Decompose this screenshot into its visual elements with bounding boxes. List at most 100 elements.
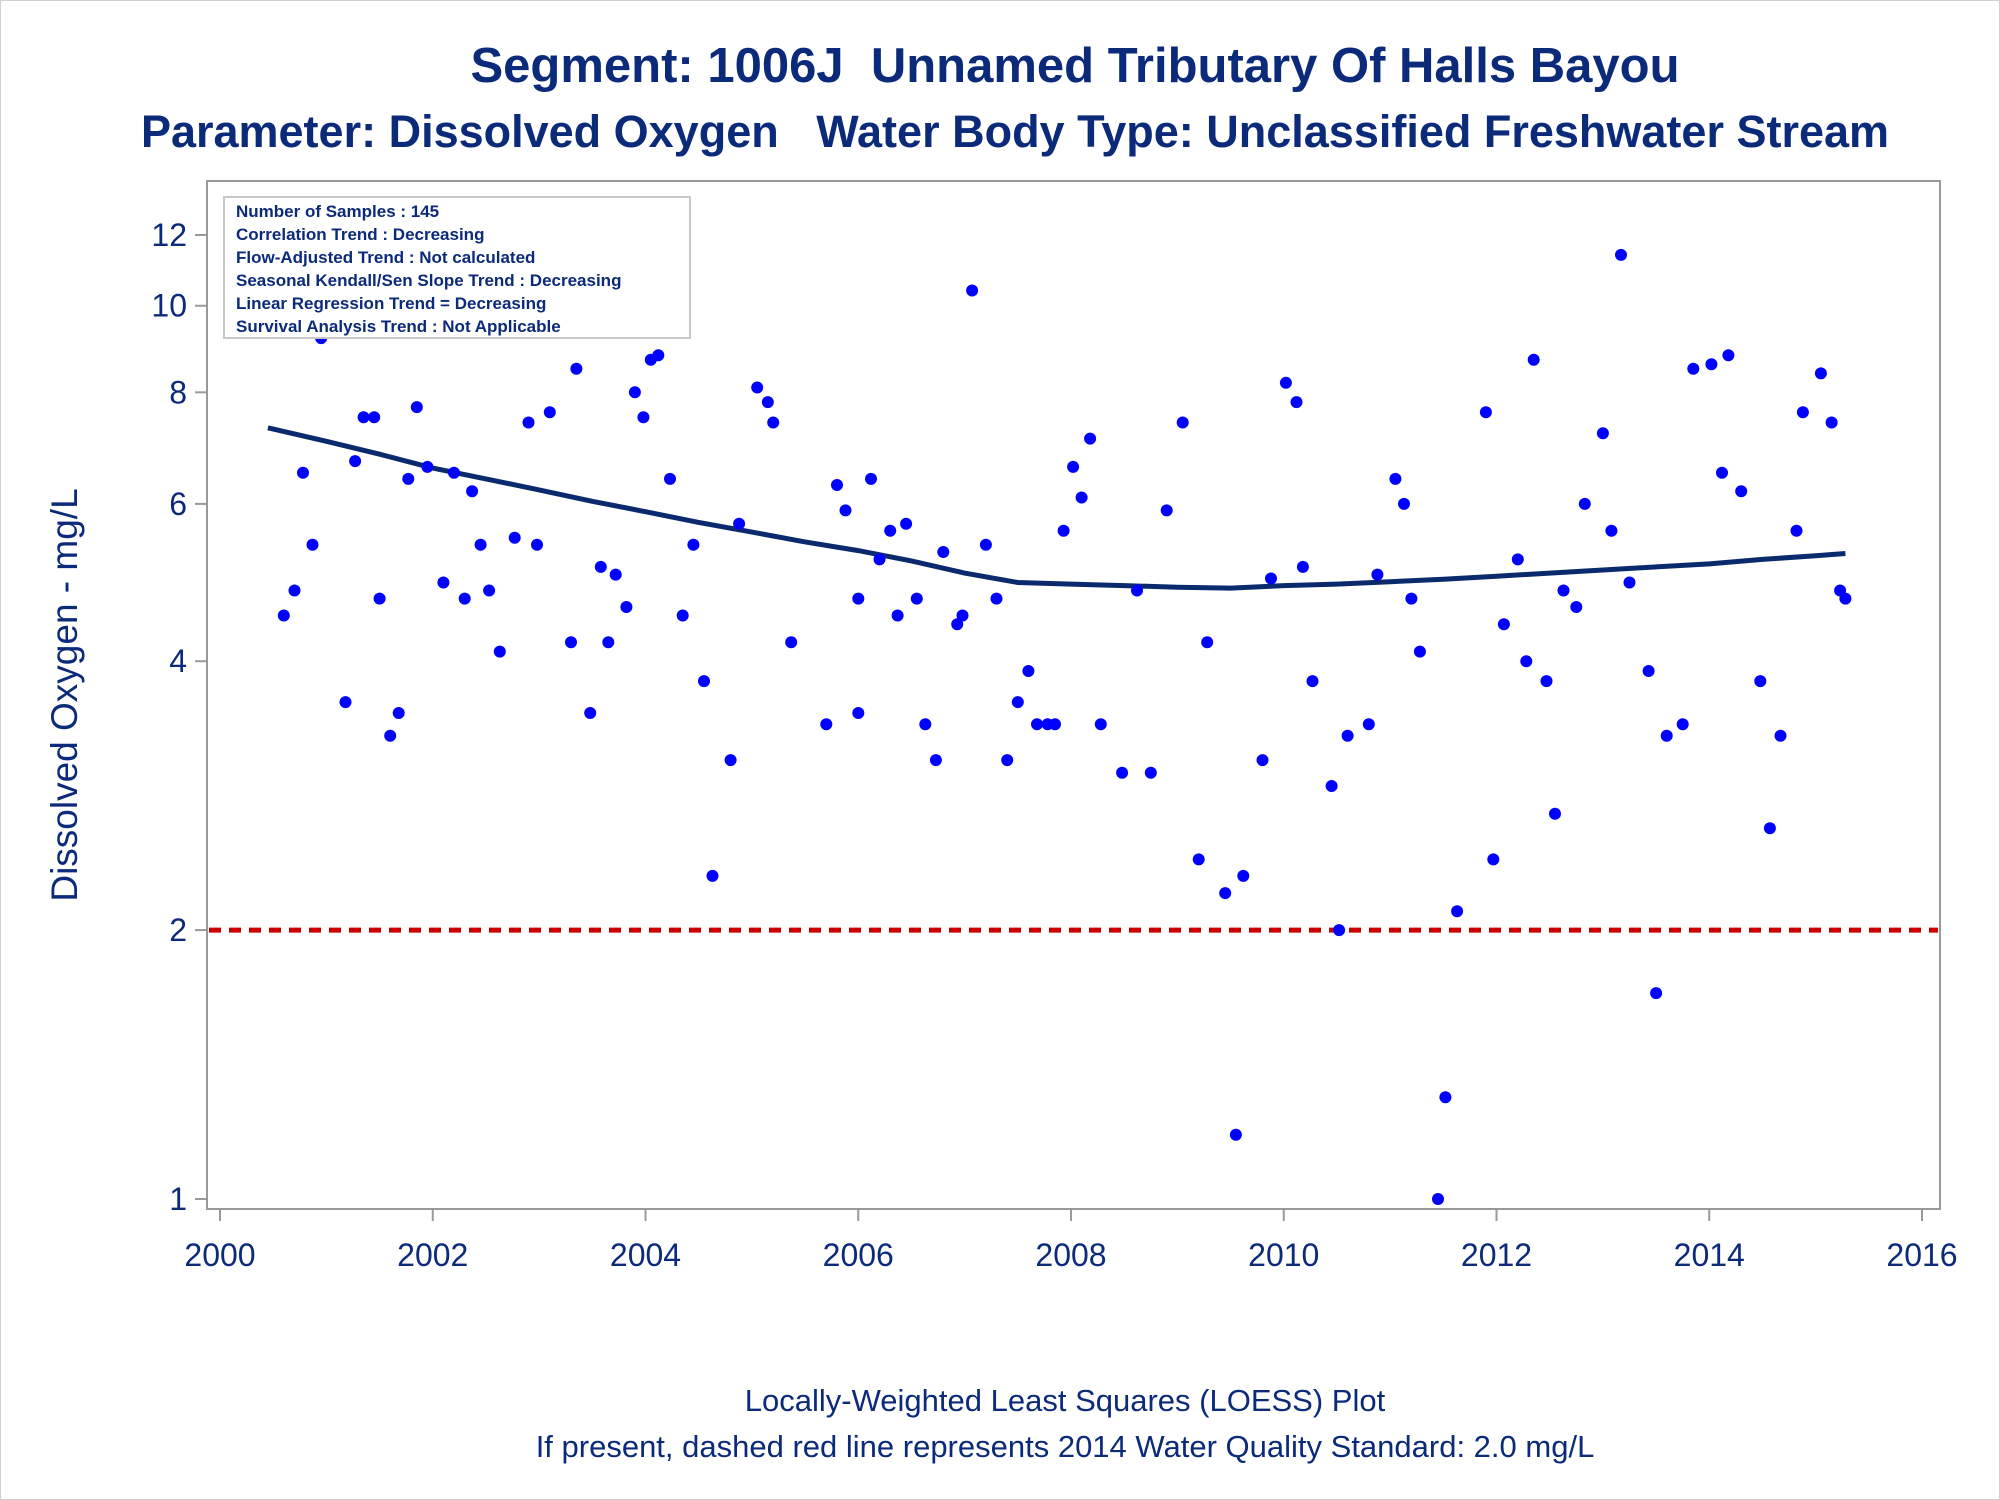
- data-point: [1256, 754, 1269, 767]
- data-point: [1362, 718, 1375, 731]
- data-point: [1049, 718, 1061, 731]
- data-point: [1192, 853, 1205, 866]
- data-point: [349, 455, 362, 468]
- data-point: [297, 466, 309, 479]
- data-point: [767, 416, 780, 429]
- data-point: [839, 504, 852, 517]
- data-point: [1511, 553, 1524, 566]
- data-point: [1623, 576, 1636, 589]
- data-point: [1290, 396, 1303, 409]
- x-tick-label: 2012: [1461, 1237, 1532, 1273]
- data-point: [448, 466, 460, 479]
- stats-line: Seasonal Kendall/Sen Slope Trend : Decre…: [236, 271, 621, 290]
- stats-box: Number of Samples : 145 Correlation Tren…: [223, 196, 691, 339]
- data-point: [474, 538, 487, 551]
- data-point: [1796, 406, 1809, 419]
- data-point: [1735, 485, 1748, 498]
- x-tick-label: 2004: [610, 1237, 681, 1273]
- data-point: [1201, 636, 1214, 649]
- data-point: [620, 601, 633, 613]
- data-point: [277, 609, 290, 622]
- data-point: [339, 696, 352, 709]
- y-tick-label: 8: [169, 374, 187, 410]
- data-point: [1650, 987, 1663, 1000]
- data-point: [1497, 618, 1510, 631]
- data-point: [956, 609, 969, 622]
- data-point: [951, 618, 964, 631]
- data-point: [1687, 362, 1700, 375]
- data-point: [384, 729, 397, 742]
- data-point: [1219, 887, 1232, 900]
- data-point: [706, 869, 719, 882]
- data-point: [1237, 869, 1250, 882]
- data-point: [1839, 592, 1852, 605]
- data-point: [1676, 718, 1689, 731]
- data-point: [1479, 406, 1492, 419]
- data-point: [698, 675, 710, 688]
- data-point: [1265, 572, 1277, 585]
- data-point: [1371, 568, 1384, 581]
- data-point: [1176, 416, 1189, 429]
- data-point: [937, 546, 950, 558]
- data-point: [820, 718, 833, 731]
- data-point: [1398, 497, 1410, 510]
- data-point: [1549, 807, 1561, 820]
- data-point: [1057, 524, 1070, 537]
- data-point: [852, 707, 865, 719]
- data-point: [990, 592, 1003, 605]
- stats-line: Survival Analysis Trend : Not Applicable: [236, 317, 561, 336]
- data-point: [1605, 524, 1618, 537]
- data-point: [1094, 718, 1107, 731]
- stats-line: Correlation Trend : Decreasing: [236, 225, 484, 244]
- data-point: [1570, 601, 1583, 613]
- data-point: [979, 538, 992, 551]
- data-point: [1333, 924, 1346, 937]
- data-point: [785, 636, 798, 649]
- data-point: [1341, 729, 1354, 742]
- x-tick-label: 2010: [1248, 1237, 1319, 1273]
- data-point: [751, 381, 764, 394]
- chart-subtitle: Parameter: Dissolved Oxygen Water Body T…: [140, 106, 1890, 157]
- y-tick-label: 2: [169, 912, 187, 948]
- data-point: [1451, 905, 1464, 918]
- data-point: [724, 754, 737, 767]
- loess-trend-line: [267, 425, 1846, 591]
- data-point: [900, 517, 913, 530]
- plot-area: [206, 180, 1941, 1210]
- data-point: [458, 592, 471, 605]
- data-point: [531, 538, 543, 551]
- data-point: [852, 592, 865, 605]
- y-tick-label: 6: [169, 486, 187, 522]
- data-point: [919, 718, 932, 731]
- data-point: [392, 707, 405, 719]
- data-point: [1405, 592, 1418, 605]
- data-point: [910, 592, 923, 605]
- x-tick-label: 2002: [397, 1237, 468, 1273]
- y-tick-label: 10: [151, 288, 187, 324]
- data-point: [1001, 754, 1014, 767]
- data-point: [1084, 432, 1097, 445]
- data-point: [570, 362, 583, 375]
- data-point: [1487, 853, 1500, 866]
- x-tick-label: 2008: [1035, 1237, 1106, 1273]
- data-point: [565, 636, 577, 649]
- data-point: [1578, 497, 1591, 510]
- data-point: [865, 472, 877, 485]
- data-point: [1615, 248, 1627, 261]
- data-point: [1116, 766, 1129, 779]
- x-tick-label: 2000: [184, 1237, 255, 1273]
- data-point: [873, 553, 886, 566]
- data-point: [1722, 349, 1735, 362]
- data-point: [1596, 427, 1609, 440]
- data-point: [421, 460, 434, 473]
- data-point: [1439, 1091, 1452, 1104]
- y-tick-label: 1: [169, 1181, 187, 1217]
- data-point: [1790, 524, 1803, 537]
- stats-line: Flow-Adjusted Trend : Not calculated: [236, 248, 535, 267]
- data-point: [1705, 358, 1718, 371]
- data-point: [1067, 460, 1080, 473]
- data-point: [1825, 416, 1838, 429]
- footnote-standard: If present, dashed red line represents 2…: [535, 1429, 1595, 1464]
- data-point: [1011, 696, 1024, 709]
